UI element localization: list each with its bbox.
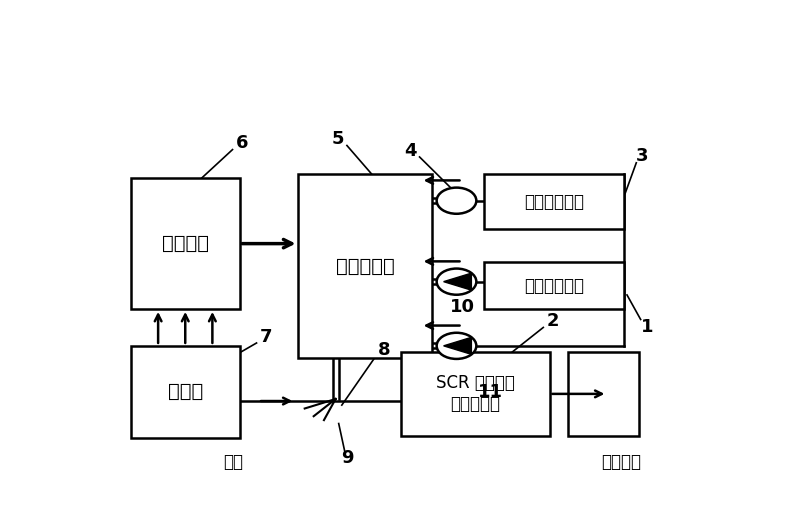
Text: 废气: 废气 <box>223 453 243 472</box>
Circle shape <box>437 187 476 214</box>
Text: 10: 10 <box>450 297 475 315</box>
Polygon shape <box>444 337 471 354</box>
Text: 电控单元: 电控单元 <box>162 234 209 253</box>
Bar <box>131 178 239 309</box>
Text: 7: 7 <box>259 328 272 346</box>
Text: 压缩天然气罐: 压缩天然气罐 <box>524 277 584 295</box>
Text: 9: 9 <box>341 449 354 467</box>
Polygon shape <box>444 273 471 290</box>
Text: 3: 3 <box>636 147 649 165</box>
Circle shape <box>437 333 476 359</box>
Text: 1: 1 <box>641 318 653 336</box>
Circle shape <box>437 269 476 295</box>
Bar <box>485 262 624 309</box>
Bar <box>485 174 624 229</box>
Text: 2: 2 <box>546 312 559 330</box>
Text: 排入大气: 排入大气 <box>601 453 641 472</box>
Text: 柴油机: 柴油机 <box>168 382 203 401</box>
Bar <box>298 174 432 358</box>
Text: 尿素水溶液箱: 尿素水溶液箱 <box>524 193 584 211</box>
Bar <box>401 352 550 436</box>
Text: 5: 5 <box>331 131 344 148</box>
Bar <box>131 346 239 438</box>
Text: 11: 11 <box>478 383 503 401</box>
Text: 尿素计量器: 尿素计量器 <box>336 256 394 276</box>
Text: 4: 4 <box>404 142 417 160</box>
Text: 6: 6 <box>235 134 248 152</box>
Text: 8: 8 <box>378 341 390 359</box>
Text: SCR 选择性催
化转化装置: SCR 选择性催 化转化装置 <box>436 374 514 413</box>
Bar <box>568 352 639 436</box>
